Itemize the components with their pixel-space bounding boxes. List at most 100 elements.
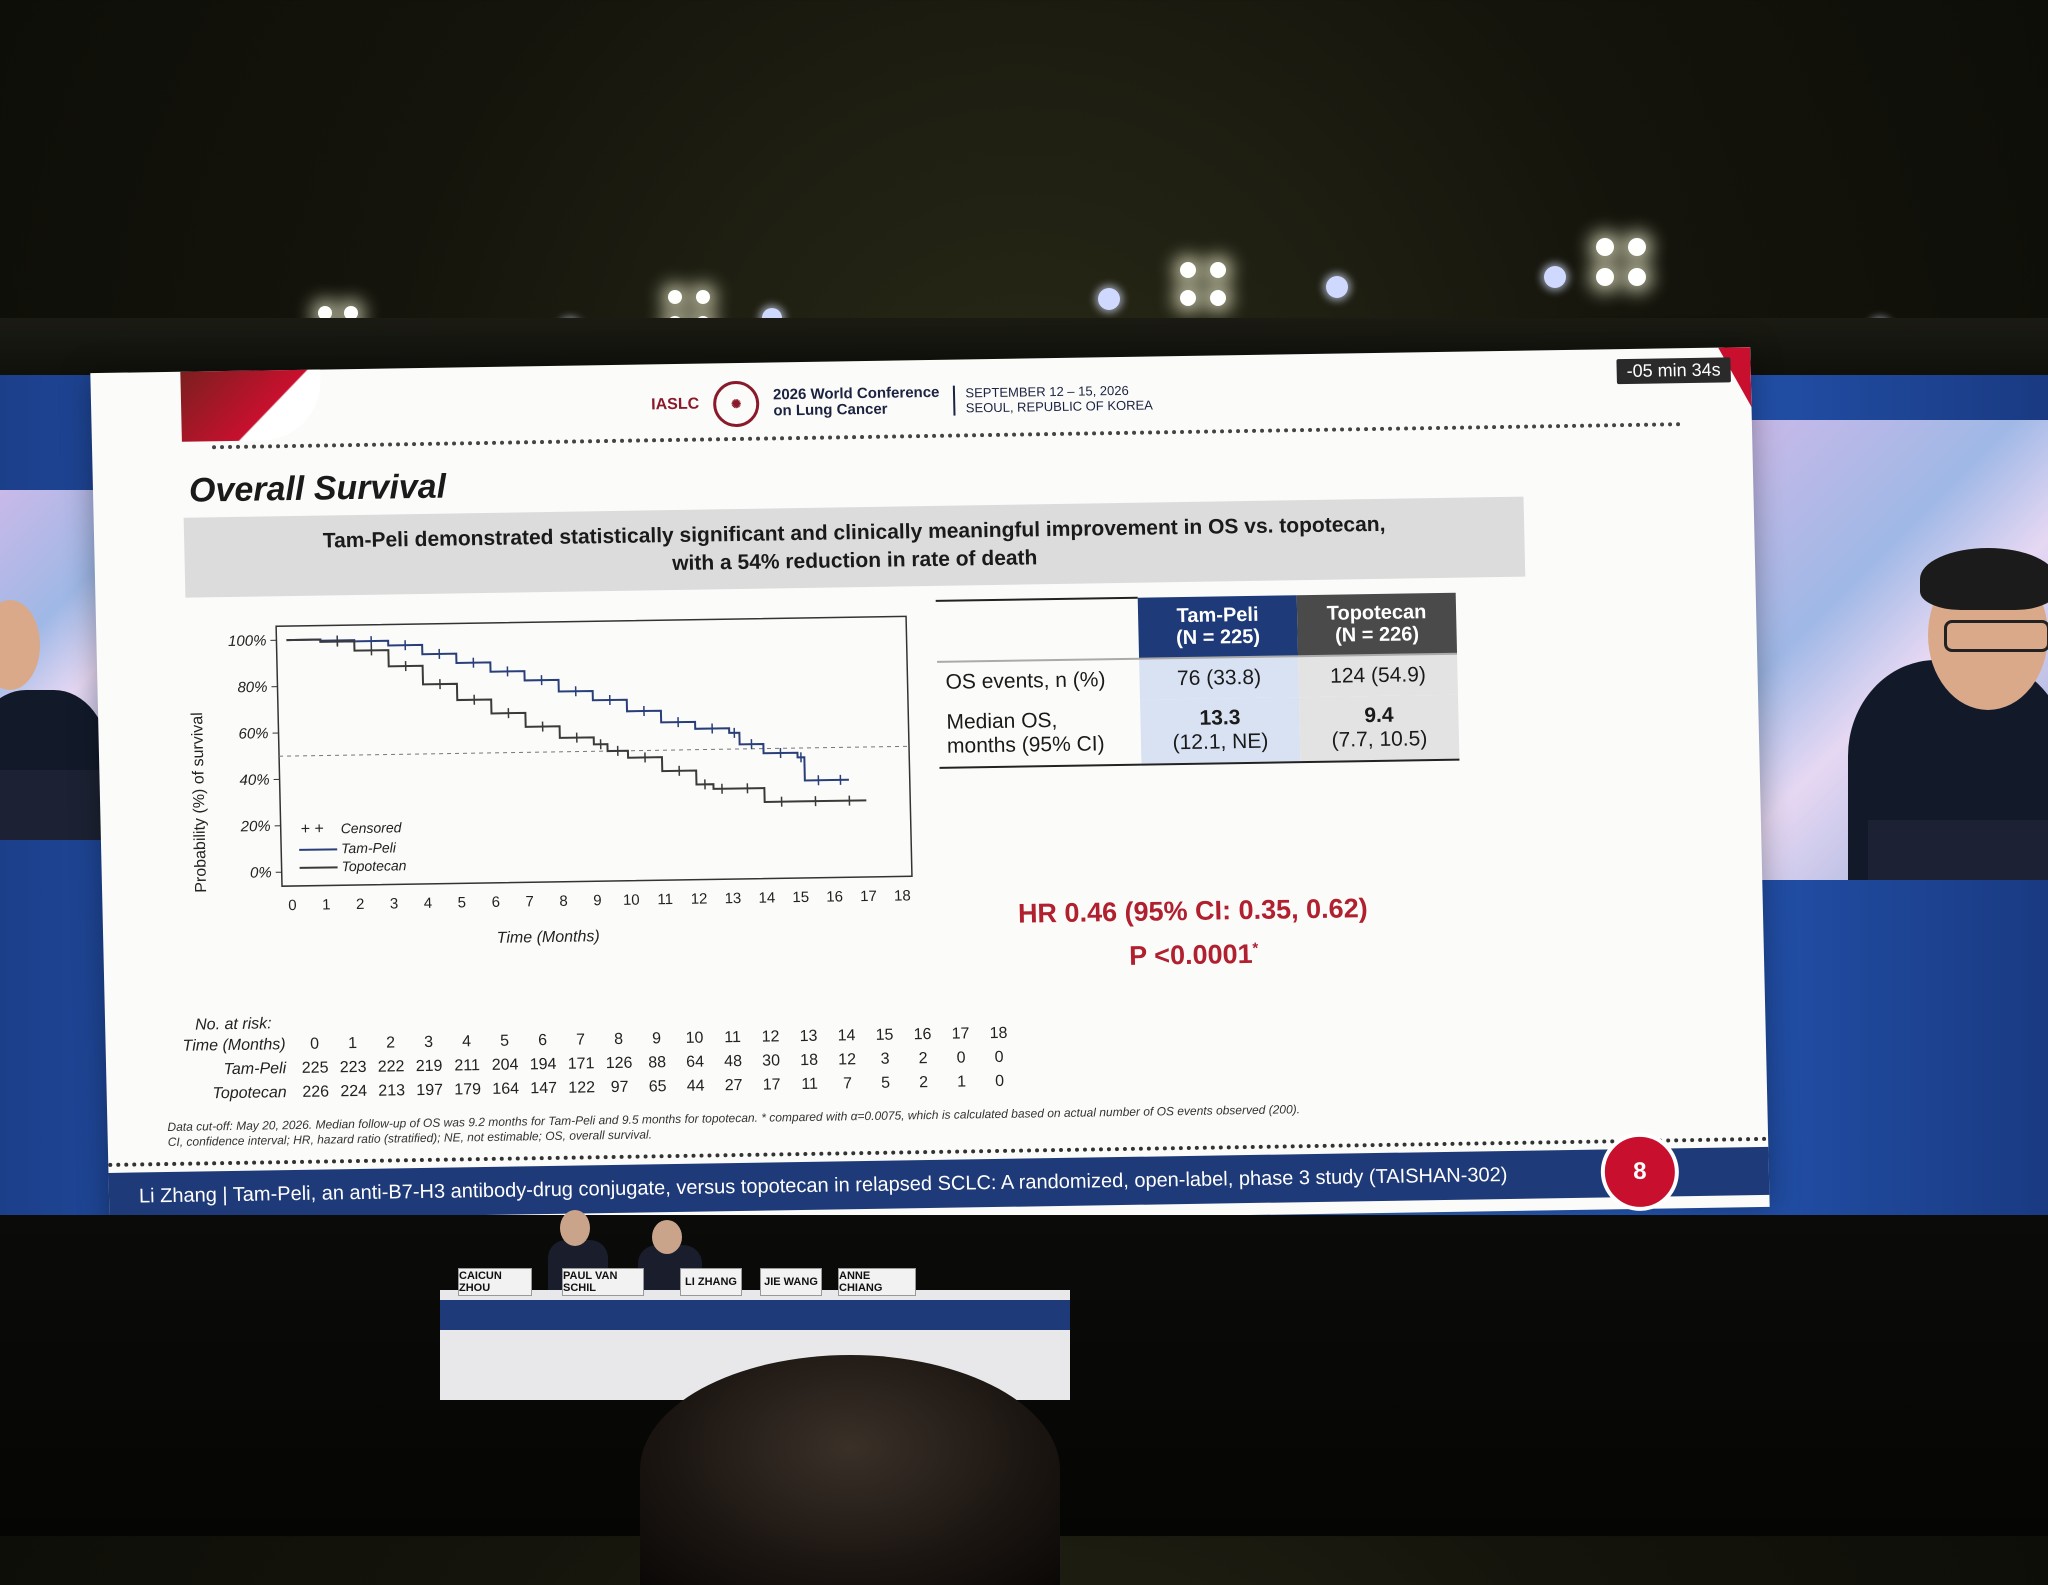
x-tick-label: 6 [491, 894, 500, 911]
risk-time-cell: 16 [903, 1026, 941, 1045]
col-header-topotecan-n: (N = 226) [1303, 623, 1451, 647]
x-tick-label: 9 [593, 892, 602, 909]
topotecan-median-ci: (7.7, 10.5) [1308, 727, 1452, 753]
speaker-head [0, 600, 40, 690]
risk-tampeli-cell: 204 [486, 1056, 524, 1075]
nameplate: ANNE CHIANG [838, 1268, 916, 1296]
median-reference-line [279, 746, 909, 756]
key-message-banner: Tam-Peli demonstrated statistically sign… [184, 497, 1526, 598]
y-tick-label: 20% [239, 818, 270, 835]
risk-tampeli-cell: 48 [714, 1053, 752, 1072]
col-header-tampeli-name: Tam-Peli [1144, 603, 1291, 627]
x-tick-label: 13 [724, 890, 741, 907]
risk-topotecan-cell: 179 [448, 1081, 486, 1100]
conference-header: IASLC ✺ 2026 World Conference on Lung Ca… [651, 374, 1154, 428]
risk-topotecan-label: Topotecan [157, 1084, 297, 1104]
risk-time-cell: 5 [485, 1032, 523, 1051]
risk-time-label: Time (Months) [155, 1036, 295, 1056]
risk-topotecan-cell: 2 [904, 1074, 942, 1093]
spotlight [1180, 262, 1196, 278]
risk-time-cell: 1 [333, 1035, 371, 1054]
x-tick-label: 5 [458, 894, 467, 911]
os-summary-table: Tam-Peli (N = 225) Topotecan (N = 226) O… [936, 592, 1460, 769]
km-survival-chart: Probability (%) of survival 0%20%40%60%8… [166, 596, 934, 968]
hazard-ratio: HR 0.46 (95% CI: 0.35, 0.62) [982, 893, 1403, 931]
x-tick-label: 7 [525, 893, 534, 910]
footnote: Data cut-off: May 20, 2026. Median follo… [167, 1100, 1468, 1150]
x-tick-label: 3 [390, 895, 399, 912]
wash-light [1544, 266, 1566, 288]
risk-time-cell: 8 [599, 1031, 637, 1050]
corner-artwork [180, 370, 322, 442]
risk-tampeli-cell: 211 [448, 1057, 486, 1076]
x-tick-label: 4 [424, 895, 433, 912]
spotlight [1628, 238, 1646, 256]
y-ticks: 0%20%40%60%80%100% [228, 632, 282, 882]
y-tick-label: 60% [238, 725, 268, 742]
topotecan-median-value: 9.4 [1307, 703, 1451, 729]
p-value: P <0.0001* [983, 937, 1404, 975]
risk-time-cell: 17 [941, 1025, 979, 1044]
risk-topotecan-cell: 197 [410, 1082, 448, 1101]
slide-page-number: 8 [1600, 1132, 1680, 1211]
legend-topotecan: Topotecan [341, 857, 406, 874]
col-header-tampeli-n: (N = 225) [1144, 625, 1291, 649]
risk-topotecan-cell: 44 [676, 1077, 714, 1096]
x-tick-label: 15 [792, 889, 809, 906]
risk-topotecan-cell: 65 [638, 1078, 676, 1097]
countdown-timer: -05 min 34s [1616, 357, 1731, 384]
presentation-footer: Li Zhang | Tam-Peli, an anti-B7-H3 antib… [108, 1147, 1769, 1221]
panelist-head [560, 1210, 590, 1246]
col-header-tampeli: Tam-Peli (N = 225) [1138, 595, 1298, 658]
x-tick-label: 1 [322, 896, 331, 913]
risk-topotecan-cell: 0 [980, 1073, 1018, 1092]
conference-seal-icon: ✺ [713, 381, 760, 428]
spotlight [668, 290, 682, 304]
x-tick-label: 14 [758, 889, 775, 906]
risk-tampeli-cell: 30 [752, 1052, 790, 1071]
tampeli-median-value: 13.3 [1148, 705, 1291, 731]
risk-time-cell: 14 [827, 1027, 865, 1046]
x-tick-label: 10 [623, 892, 640, 909]
risk-tampeli-cell: 126 [600, 1055, 638, 1074]
tampeli-median-ci: (12.1, NE) [1149, 729, 1292, 755]
conference-date: SEPTEMBER 12 – 15, 2026 SEOUL, REPUBLIC … [953, 382, 1153, 415]
conference-name-line2: on Lung Cancer [773, 401, 888, 420]
risk-tampeli-cell: 3 [866, 1050, 904, 1069]
risk-tampeli-cell: 88 [638, 1054, 676, 1073]
risk-time-cell: 12 [751, 1028, 789, 1047]
spotlight [1210, 262, 1226, 278]
right-speaker-video [1748, 420, 2048, 880]
risk-topotecan-cell: 224 [335, 1083, 373, 1102]
table-row: Median OS, months (95% CI) 13.3 (12.1, N… [938, 695, 1459, 768]
risk-time-cell: 7 [561, 1031, 599, 1050]
topotecan-curve [286, 631, 866, 809]
risk-topotecan-cell: 122 [562, 1079, 600, 1098]
risk-tampeli-cell: 225 [296, 1059, 334, 1078]
legend-censored-marker: + + [301, 821, 325, 838]
risk-tampeli-cell: 219 [410, 1058, 448, 1077]
y-tick-label: 40% [239, 772, 269, 789]
wash-light [1326, 276, 1348, 298]
topotecan-os-events: 124 (54.9) [1298, 654, 1458, 697]
x-axis-label: Time (Months) [497, 928, 600, 947]
spotlight [1596, 238, 1614, 256]
risk-topotecan-cell: 213 [372, 1082, 410, 1101]
spotlight [1596, 268, 1614, 286]
tampeli-os-events: 76 (33.8) [1139, 656, 1299, 699]
audience-member-head [640, 1355, 1060, 1585]
header-divider [212, 422, 1682, 449]
conference-location: SEOUL, REPUBLIC OF KOREA [966, 397, 1153, 415]
x-tick-label: 11 [657, 891, 673, 908]
chart-legend: + + Censored Tam-Peli Topotecan [299, 819, 407, 875]
survival-curves [286, 627, 866, 814]
risk-time-cell: 18 [979, 1025, 1017, 1044]
risk-tampeli-cell: 64 [676, 1053, 714, 1072]
row-label-median-os-line1: Median OS, [946, 708, 1133, 735]
risk-time-cell: 11 [713, 1029, 751, 1048]
risk-time-cell: 0 [295, 1035, 333, 1054]
tampeli-median-os: 13.3 (12.1, NE) [1140, 697, 1300, 764]
y-tick-label: 0% [250, 864, 272, 881]
risk-tampeli-cell: 0 [942, 1049, 980, 1068]
p-value-footnote-mark: * [1252, 940, 1258, 957]
